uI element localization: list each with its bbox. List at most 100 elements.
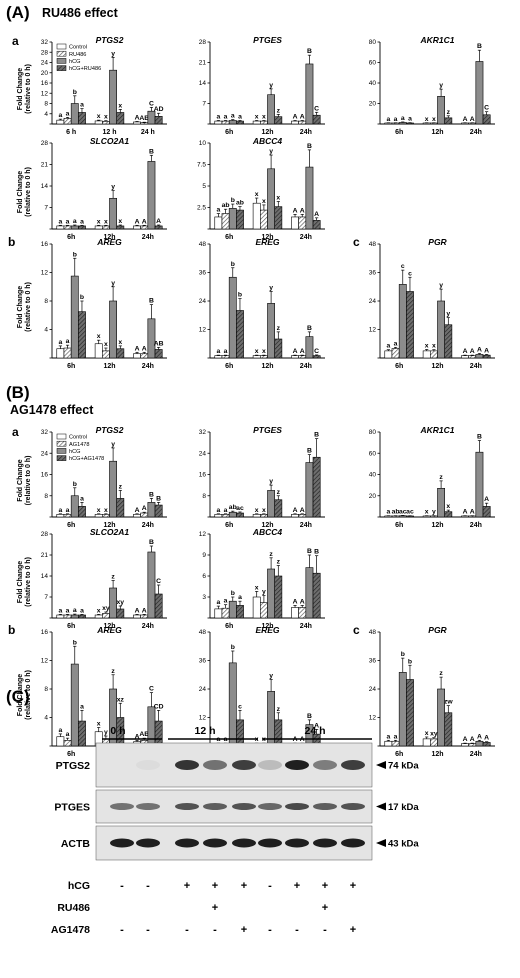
significance-letter: a	[66, 338, 70, 345]
bar-A-ABCC4-0-2	[228, 208, 237, 230]
significance-letter: b	[401, 651, 405, 658]
significance-letter: x	[425, 730, 429, 737]
y-tick-label: 24	[199, 450, 207, 457]
blot-arrow-icon	[376, 802, 386, 811]
significance-letter: ac	[236, 505, 244, 512]
significance-letter: AB	[139, 731, 149, 738]
significance-letter: a	[80, 703, 84, 710]
y-tick-label: 60	[369, 450, 377, 457]
bar-B-EREG-0-2	[228, 662, 237, 747]
bar-A-EREG-0-1	[221, 355, 230, 359]
significance-letter: A	[463, 348, 468, 355]
bar-A-AKR1C1-1-3	[444, 117, 453, 125]
significance-letter: AB	[139, 115, 149, 122]
x-category-label: 6h	[67, 522, 75, 529]
bar-B-ABCC4-0-1	[221, 607, 230, 619]
significance-letter: y	[269, 478, 273, 485]
x-category-label: 6h	[225, 234, 233, 241]
y-tick-label: 6	[202, 573, 206, 580]
chart-title: SLCO2A1	[90, 527, 129, 537]
bar-A-PTGES-1-2	[267, 94, 275, 125]
significance-letter: x	[255, 507, 259, 514]
significance-letter: a	[58, 339, 62, 346]
y-tick-label: 4	[44, 111, 48, 118]
significance-letter: ab	[222, 202, 230, 209]
legend-label: hCG+RU486	[69, 66, 101, 72]
bar-A-PGR-2-1	[468, 355, 477, 359]
chart-B-EREG: 12243648EREG6haabc12hxxyz24hAABA	[199, 625, 325, 758]
significance-letter: y	[111, 50, 115, 57]
subpanel-A-a: a	[12, 34, 19, 48]
treatment-sign: +	[322, 902, 328, 914]
y-tick-label: 12	[41, 658, 49, 665]
chart-title: PGR	[428, 237, 447, 247]
x-category-label: 24h	[300, 363, 312, 370]
treatment-sign: -	[213, 924, 217, 936]
significance-letter: x	[262, 198, 266, 205]
chart-title: PTGES	[253, 35, 282, 45]
bar-B-PTGS2-0-2	[70, 495, 79, 518]
y-tick-label: 48	[199, 241, 207, 248]
bar-B-SLCO2A1-2-3	[154, 593, 163, 619]
treatment-sign: -	[323, 924, 327, 936]
bar-A-PTGS2-1-1	[102, 121, 110, 125]
x-category-label: 6h	[395, 751, 403, 758]
significance-letter: z	[269, 551, 273, 558]
bar-B-AKR1C1-2-0	[461, 515, 469, 518]
bar-A-EREG-0-2	[228, 276, 237, 359]
bar-A-PTGS2-1-0	[94, 120, 103, 125]
y-tick-label: 24	[369, 686, 377, 693]
significance-letter: a	[66, 110, 70, 117]
legend-swatch	[56, 433, 67, 440]
y-tick-label: 36	[369, 270, 377, 277]
x-category-label: 24h	[470, 363, 482, 370]
significance-letter: a	[386, 116, 390, 123]
x-category-label: 24h	[142, 363, 154, 370]
bar-B-AKR1C1-1-0	[422, 515, 431, 518]
bar-A-AREG-1-1	[102, 350, 110, 359]
bar-A-PTGS2-0-1	[63, 118, 72, 125]
significance-letter: a	[58, 727, 62, 734]
blot-band	[175, 760, 199, 770]
bar-A-AKR1C1-0-2	[398, 122, 407, 125]
bar-B-SLCO2A1-1-1	[102, 613, 110, 619]
bar-A-EREG-1-3	[274, 338, 283, 359]
significance-letter: a	[80, 102, 84, 109]
bar-B-PGR-2-2	[475, 740, 484, 747]
bar-A-EREG-2-1	[298, 355, 307, 359]
bar-A-PTGES-1-3	[274, 116, 283, 125]
x-category-label: 6h	[225, 623, 233, 630]
treatment-sign: +	[322, 880, 328, 892]
bar-B-AREG-0-1	[63, 739, 72, 747]
significance-letter: c	[401, 263, 405, 270]
bar-A-AKR1C1-0-3	[406, 122, 414, 125]
x-category-label: 24h	[470, 751, 482, 758]
significance-letter: x	[97, 113, 101, 120]
significance-letter: a	[386, 509, 390, 516]
significance-letter: y	[269, 82, 273, 89]
bar-A-PTGS2-0-2	[70, 103, 79, 125]
significance-letter: B	[149, 298, 154, 305]
bar-A-PTGES-0-0	[214, 120, 223, 125]
significance-letter: y	[439, 282, 443, 289]
significance-letter: b	[231, 261, 235, 268]
significance-letter: a	[66, 507, 70, 514]
blot-arrow-icon	[376, 761, 386, 769]
significance-letter: b	[238, 292, 242, 299]
bar-B-EREG-1-3	[274, 719, 283, 747]
blot-band	[313, 803, 337, 810]
chart-title: EREG	[255, 625, 279, 635]
significance-letter: x	[262, 507, 266, 514]
treatment-sign: -	[185, 924, 189, 936]
treatment-label: AG1478	[51, 924, 90, 936]
bar-A-AREG-2-3	[154, 349, 163, 359]
bar-A-PGR-0-3	[406, 291, 414, 359]
legend-swatch	[56, 440, 67, 447]
blot-arrow-icon	[376, 839, 386, 847]
significance-letter: a	[80, 607, 84, 614]
significance-letter: B	[307, 48, 312, 55]
y-tick-label: 28	[199, 39, 207, 46]
y-tick-label: 40	[369, 472, 377, 479]
y-tick-label: 28	[41, 140, 49, 147]
